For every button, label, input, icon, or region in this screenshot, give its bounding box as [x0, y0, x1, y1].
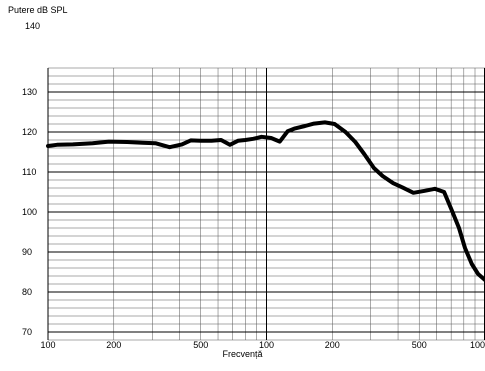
x-tick-label: 100 — [40, 340, 55, 350]
x-tick-label: 200 — [106, 340, 121, 350]
x-tick-label: 500 — [412, 340, 427, 350]
y-tick-label: 80 — [22, 287, 32, 297]
y-tick-label: 100 — [22, 207, 37, 217]
y-tick-top: 140 — [25, 21, 41, 31]
y-tick-label: 120 — [22, 127, 37, 137]
response-curve — [46, 120, 485, 282]
y-tick-label: 90 — [22, 247, 32, 257]
x-tick-label: 500 — [193, 340, 208, 350]
y-tick-label: 110 — [22, 167, 36, 177]
y-tick-label: 70 — [22, 327, 32, 337]
y-axis-title: Putere dB SPL — [8, 5, 68, 15]
y-tick-label: 130 — [22, 87, 37, 97]
x-tick-label: 100 — [259, 340, 274, 350]
x-tick-label: 100 — [470, 340, 485, 350]
x-axis-title: Frecvență — [222, 349, 263, 359]
x-tick-label: 200 — [325, 340, 340, 350]
